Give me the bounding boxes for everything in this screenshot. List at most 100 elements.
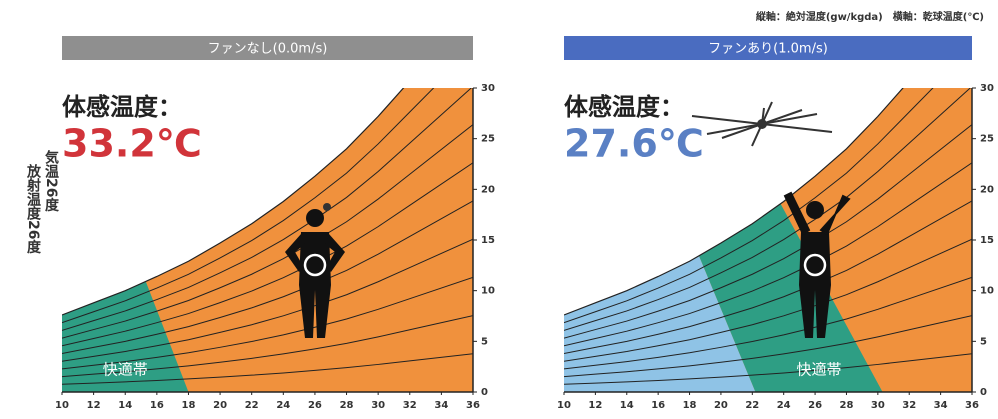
person [783,191,851,338]
rh-curve [564,315,972,378]
y-tick-label: 30 [481,83,495,94]
rh-curve [564,200,972,354]
y-tick-label: 30 [980,83,994,94]
x-tick-label: 28 [340,400,354,411]
head [306,209,324,227]
x-tick-label: 18 [683,400,697,411]
marker-circle [303,253,327,277]
fan-blade [761,109,803,125]
rh-curve [564,124,972,339]
x-tick-label: 32 [403,400,417,411]
y-tick-label: 25 [980,134,994,145]
arms [285,234,345,272]
rh-curve [564,88,971,331]
x-tick-label: 36 [965,400,979,411]
rh-curve [62,88,435,324]
arms [783,191,851,236]
fan-blade [691,115,763,125]
x-tick-label: 12 [588,400,602,411]
y-tick-label: 15 [481,235,495,246]
ceiling-fan [691,101,833,147]
x-tick-label: 10 [55,400,69,411]
title-bar [62,36,473,60]
fan-blade [721,123,763,139]
x-tick-label: 20 [714,400,728,411]
head [806,201,824,219]
hot-area [62,88,473,392]
x-tick-label: 12 [87,400,101,411]
x-tick-label: 32 [902,400,916,411]
plot [62,88,473,392]
y-tick-label: 10 [481,286,495,297]
y-tick-label: 10 [980,286,994,297]
x-tick-label: 24 [276,400,290,411]
rh-curve [62,315,473,378]
x-tick-label: 16 [150,400,164,411]
title-bar [564,36,972,60]
rh-curve [564,162,972,347]
rh-curve [564,238,972,362]
x-tick-label: 10 [557,400,571,411]
x-tick-label: 34 [434,400,448,411]
x-tick-label: 34 [934,400,948,411]
zone-label: 快適帯 [103,361,148,379]
zone [62,281,189,392]
x-tick-label: 36 [466,400,480,411]
rh-curve [62,88,472,331]
rh-curve [564,88,934,324]
rh-curve [62,124,473,339]
y-tick-label: 20 [980,184,994,195]
rh-curve [564,353,972,385]
rh-curve [62,200,473,354]
fan-blade [761,113,818,125]
x-tick-label: 22 [245,400,259,411]
x-tick-label: 22 [745,400,759,411]
y-tick-label: 15 [980,235,994,246]
annotation: 体感温度： [62,93,182,121]
y-tick-label: 25 [481,134,495,145]
x-tick-label: 30 [871,400,885,411]
y-tick-label: 5 [481,336,488,347]
breath [323,203,331,211]
zone-label: 快適帯 [796,361,841,379]
saturation-curve [62,88,405,316]
y-tick-label: 20 [481,184,495,195]
fan-blade [761,123,833,133]
y-tick-label: 0 [980,387,987,398]
x-tick-label: 28 [840,400,854,411]
axis-note: 縦軸：絶対湿度(gw/kgda) 横軸：乾球温度(℃) [755,12,984,23]
rh-curve [62,162,473,347]
x-tick-label: 20 [213,400,227,411]
rh-curve [62,238,473,362]
saturation-curve [564,88,904,316]
felt-temperature: 33.2℃ [62,122,202,166]
felt-temperature: 27.6℃ [564,122,704,166]
fan-hub [757,119,767,129]
y-tick-label: 0 [481,387,488,398]
annotation: 体感温度： [564,93,684,121]
zone [564,255,756,392]
person [285,203,345,338]
x-tick-label: 14 [620,400,634,411]
radiant-temp-label: 放射温度26度 [25,164,41,254]
fan-blade [706,123,763,135]
x-tick-label: 24 [777,400,791,411]
x-tick-label: 18 [182,400,196,411]
x-tick-label: 16 [651,400,665,411]
rh-curve [62,353,473,385]
rh-curve [62,276,473,370]
y-tick-label: 5 [980,336,987,347]
chart-title: ファンあり(1.0m/s) [708,42,828,57]
x-tick-label: 26 [808,400,822,411]
x-tick-label: 30 [371,400,385,411]
side-label: 気温26度 放射温度26度 [24,150,60,253]
air-temp-label: 気温26度 [43,150,59,212]
plot [564,88,972,392]
x-tick-label: 14 [118,400,132,411]
x-tick-label: 26 [308,400,322,411]
rh-curve [564,276,972,370]
marker-circle [803,253,827,277]
chart-title: ファンなし(0.0m/s) [208,42,328,57]
